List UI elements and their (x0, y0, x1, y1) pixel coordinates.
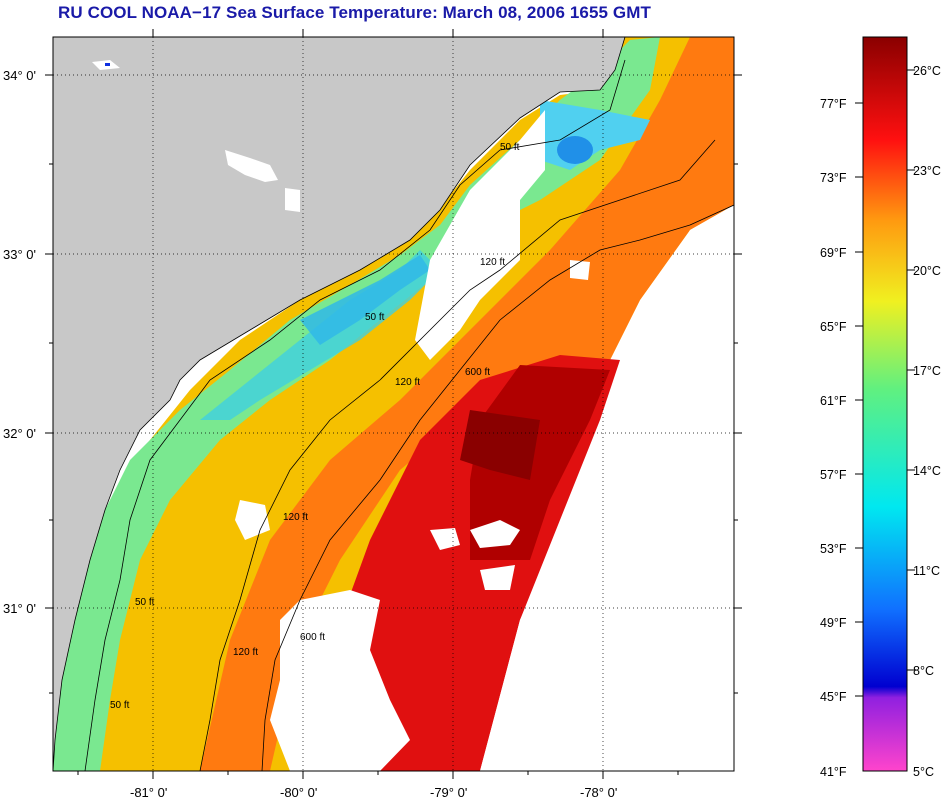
lon-label-80: -80° 0' (280, 785, 317, 800)
contour-label-600-mid: 600 ft (465, 367, 490, 378)
cloud-mid-1 (470, 520, 520, 548)
lon-label-81: -81° 0' (130, 785, 167, 800)
lon-label-79: -79° 0' (430, 785, 467, 800)
cb-f-61: 61°F (820, 394, 847, 408)
cloud-mid-4 (480, 565, 515, 590)
cb-c-26: 26°C (913, 64, 941, 78)
axis-ticks (45, 29, 742, 779)
cyan-patches (300, 255, 430, 345)
cloud-mid-5 (570, 260, 590, 280)
contour-50ft (84, 59, 626, 771)
cloud-mid-2 (430, 528, 460, 550)
land (53, 37, 625, 771)
contour-label-50-far-south: 50 ft (110, 700, 130, 711)
colorbar (862, 36, 908, 772)
contour-label-50-north: 50 ft (500, 142, 520, 153)
cb-c-17: 17°C (913, 364, 941, 378)
cb-f-41: 41°F (820, 765, 847, 779)
cloud-south (270, 590, 410, 771)
contour-label-50-mid: 50 ft (365, 312, 385, 323)
contour-label-120-north: 120 ft (480, 257, 505, 268)
contour-label-120-south: 120 ft (283, 512, 308, 523)
gulf-stream-core (470, 365, 610, 560)
grid (53, 37, 734, 771)
contour-label-120-mid: 120 ft (395, 377, 420, 388)
swath-edge-nodata (480, 205, 734, 771)
cb-c-23: 23°C (913, 164, 941, 178)
contour-label-120-far-south: 120 ft (233, 647, 258, 658)
cloud-north (415, 110, 545, 360)
contour-600ft (261, 204, 734, 771)
cb-c-14: 14°C (913, 464, 941, 478)
cb-c-20: 20°C (913, 264, 941, 278)
cb-f-53: 53°F (820, 542, 847, 556)
cb-c-11: 11°C (913, 564, 940, 578)
lat-label-33: 33° 0' (3, 247, 36, 262)
contour-label-50-south: 50 ft (135, 597, 155, 608)
cloud-mid-3 (235, 500, 270, 540)
lat-label-31: 31° 0' (3, 601, 36, 616)
lon-label-78: -78° 0' (580, 785, 617, 800)
ocean-shelf-warm (53, 37, 734, 771)
cb-f-45: 45°F (820, 690, 847, 704)
cb-f-65: 65°F (820, 320, 847, 334)
cb-c-5: 5°C (913, 765, 934, 779)
contour-120ft (199, 139, 716, 771)
contour-label-600-south: 600 ft (300, 632, 325, 643)
cb-f-49: 49°F (820, 616, 847, 630)
cb-c-8: 8°C (913, 664, 934, 678)
gulf-stream-dark (460, 410, 540, 480)
cb-f-73: 73°F (820, 171, 847, 185)
cb-f-57: 57°F (820, 468, 847, 482)
map-title: RU COOL NOAA−17 Sea Surface Temperature:… (58, 3, 651, 22)
lat-label-32: 32° 0' (3, 426, 36, 441)
lat-label-34: 34° 0' (3, 68, 36, 83)
colorbar-ticks (855, 69, 915, 697)
cb-f-77: 77°F (820, 97, 847, 111)
cb-f-69: 69°F (820, 246, 847, 260)
